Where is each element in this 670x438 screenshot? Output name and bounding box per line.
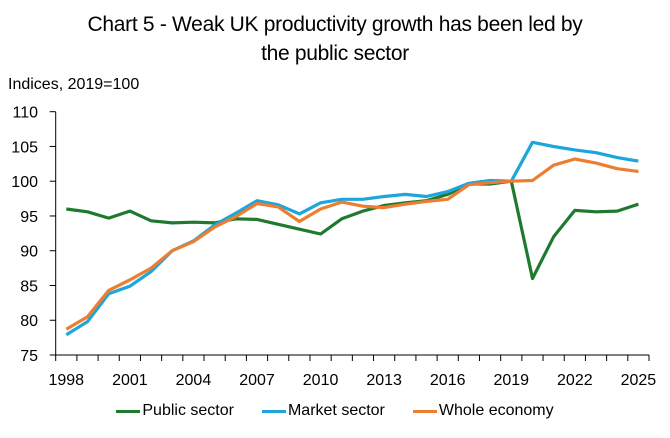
- legend-swatch: [116, 409, 141, 413]
- x-tick-label: 2013: [366, 372, 402, 389]
- series-line-whole-economy: [65, 157, 639, 331]
- legend: Public sector Market sector Whole economy: [0, 402, 670, 420]
- y-tick-label: 100: [11, 174, 38, 191]
- series-line-public-sector: [66, 179, 639, 281]
- x-tick-label: 2010: [303, 372, 339, 389]
- legend-item-market-sector: Market sector: [261, 402, 385, 420]
- x-tick-label: 1998: [48, 372, 84, 389]
- legend-item-public-sector: Public sector: [116, 402, 234, 420]
- x-tick-label: 2004: [176, 372, 212, 389]
- x-tick-label: 2001: [112, 372, 148, 389]
- y-tick-label: 90: [20, 244, 38, 261]
- legend-swatch: [412, 409, 437, 413]
- axes: 75 80 85 90 95 100 105 110 1998 2001 2004 2007 2010 2…: [11, 105, 656, 389]
- x-tick-label: 2019: [493, 372, 529, 389]
- legend-item-whole-economy: Whole economy: [412, 402, 554, 420]
- y-tick-label: 85: [20, 278, 38, 295]
- chart-title-line-2: the public sector: [261, 42, 409, 65]
- x-tick-label: 2025: [621, 372, 657, 389]
- legend-label: Market sector: [287, 402, 385, 419]
- x-tick-label: 2016: [430, 372, 466, 389]
- y-tick-label: 95: [20, 209, 38, 226]
- y-tick-label: 75: [20, 348, 38, 365]
- y-axis-label: Indices, 2019=100: [8, 76, 140, 93]
- legend-label: Public sector: [142, 402, 234, 419]
- y-tick-label: 105: [11, 139, 38, 156]
- x-tick-label: 2007: [239, 372, 275, 389]
- x-tick-label: 2022: [557, 372, 593, 389]
- legend-swatch: [261, 409, 286, 413]
- chart-title: Chart 5 - Weak UK productivity growth ha…: [0, 10, 670, 68]
- legend-label: Whole economy: [438, 402, 554, 419]
- chart-title-line-1: Chart 5 - Weak UK productivity growth ha…: [87, 13, 583, 36]
- y-tick-label: 110: [12, 105, 38, 122]
- y-tick-label: 80: [20, 313, 38, 330]
- series-lines: [65, 140, 639, 337]
